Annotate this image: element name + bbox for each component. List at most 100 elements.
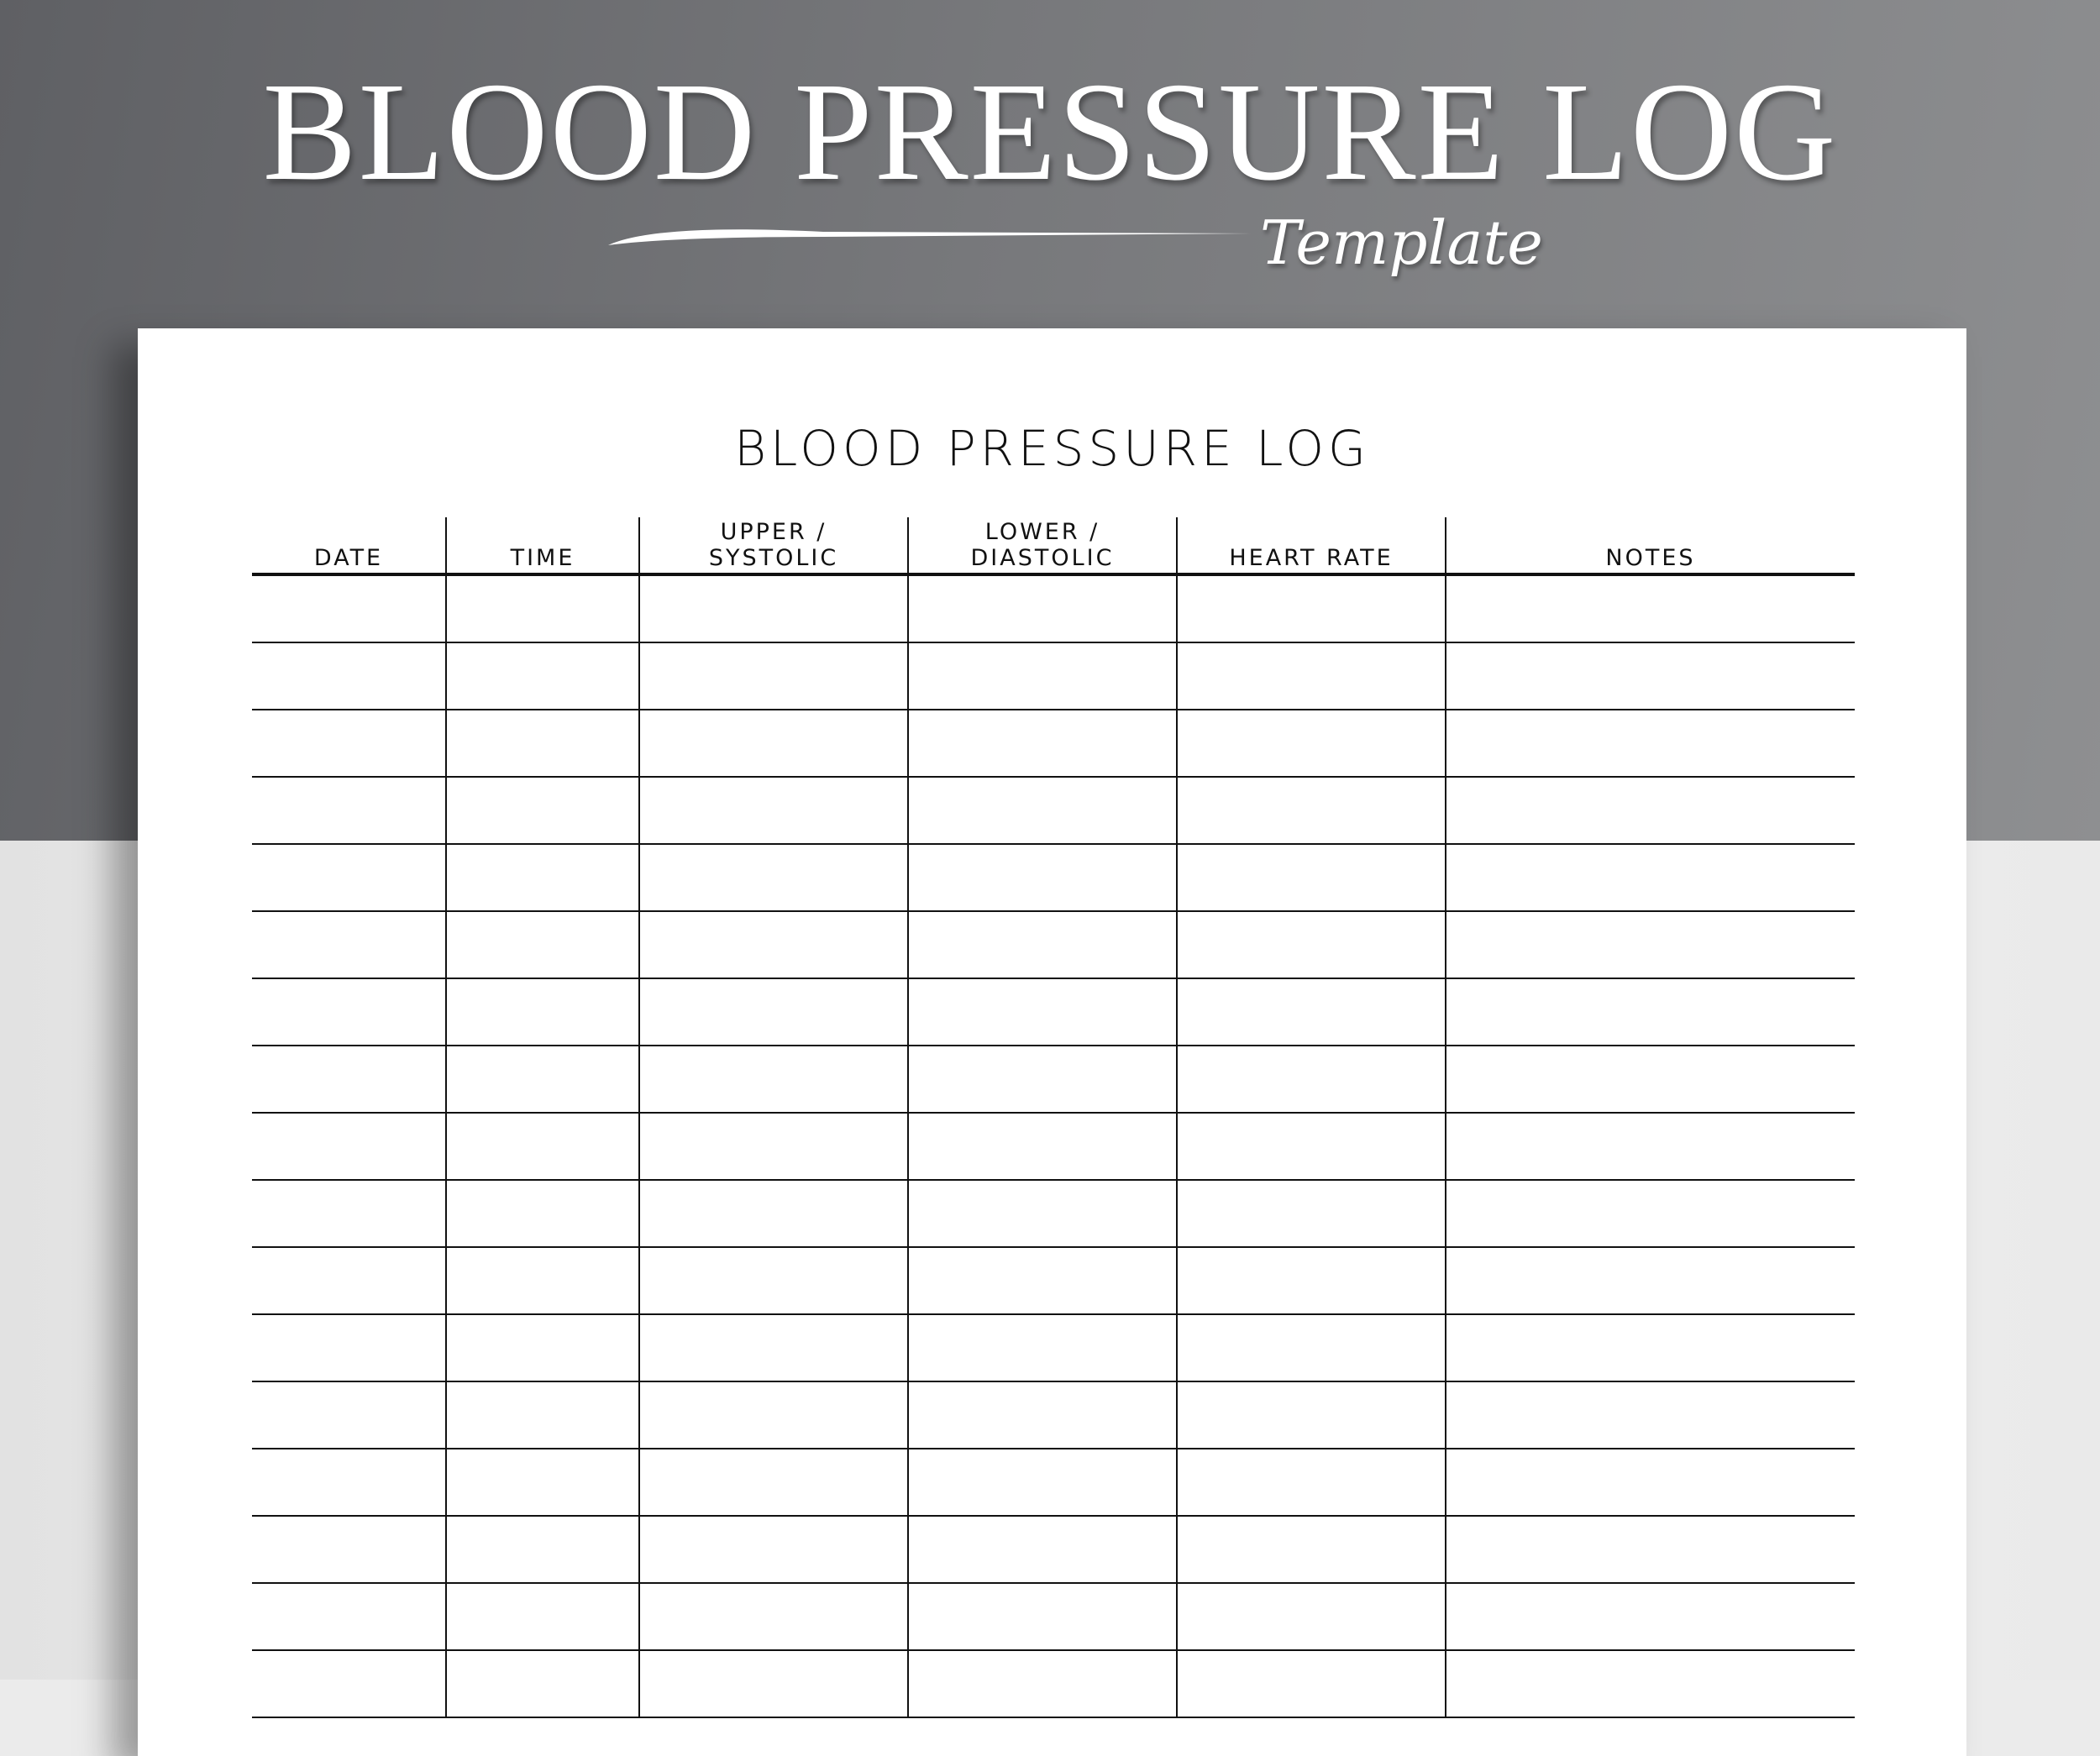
cell-lower-diastolic[interactable] <box>907 710 1177 778</box>
cell-time[interactable] <box>445 1583 639 1651</box>
cell-upper-systolic[interactable] <box>638 777 908 845</box>
cell-time[interactable] <box>445 777 639 845</box>
cell-upper-systolic[interactable] <box>638 1381 908 1449</box>
cell-lower-diastolic[interactable] <box>907 1180 1177 1248</box>
cell-time[interactable] <box>445 978 639 1046</box>
cell-lower-diastolic[interactable] <box>907 1113 1177 1181</box>
cell-time[interactable] <box>445 1046 639 1114</box>
cell-date[interactable] <box>252 911 446 979</box>
cell-notes[interactable] <box>1445 1516 1855 1584</box>
cell-heart-rate[interactable] <box>1176 1381 1446 1449</box>
cell-date[interactable] <box>252 1180 446 1248</box>
cell-date[interactable] <box>252 978 446 1046</box>
cell-time[interactable] <box>445 574 639 643</box>
cell-upper-systolic[interactable] <box>638 844 908 912</box>
cell-lower-diastolic[interactable] <box>907 844 1177 912</box>
cell-notes[interactable] <box>1445 1381 1855 1449</box>
cell-date[interactable] <box>252 1046 446 1114</box>
cell-heart-rate[interactable] <box>1176 1180 1446 1248</box>
cell-date[interactable] <box>252 1247 446 1315</box>
cell-date[interactable] <box>252 1583 446 1651</box>
cell-upper-systolic[interactable] <box>638 1516 908 1584</box>
cell-heart-rate[interactable] <box>1176 911 1446 979</box>
cell-lower-diastolic[interactable] <box>907 911 1177 979</box>
cell-notes[interactable] <box>1445 1449 1855 1517</box>
cell-heart-rate[interactable] <box>1176 844 1446 912</box>
cell-lower-diastolic[interactable] <box>907 574 1177 643</box>
cell-lower-diastolic[interactable] <box>907 1516 1177 1584</box>
cell-time[interactable] <box>445 1650 639 1718</box>
cell-date[interactable] <box>252 1113 446 1181</box>
cell-upper-systolic[interactable] <box>638 1180 908 1248</box>
cell-date[interactable] <box>252 844 446 912</box>
cell-lower-diastolic[interactable] <box>907 642 1177 710</box>
cell-notes[interactable] <box>1445 642 1855 710</box>
cell-time[interactable] <box>445 1449 639 1517</box>
cell-lower-diastolic[interactable] <box>907 1046 1177 1114</box>
cell-lower-diastolic[interactable] <box>907 1314 1177 1382</box>
cell-time[interactable] <box>445 1180 639 1248</box>
cell-upper-systolic[interactable] <box>638 1247 908 1315</box>
cell-heart-rate[interactable] <box>1176 1247 1446 1315</box>
cell-date[interactable] <box>252 1516 446 1584</box>
cell-date[interactable] <box>252 1650 446 1718</box>
cell-heart-rate[interactable] <box>1176 710 1446 778</box>
cell-upper-systolic[interactable] <box>638 1583 908 1651</box>
cell-lower-diastolic[interactable] <box>907 1381 1177 1449</box>
cell-upper-systolic[interactable] <box>638 1449 908 1517</box>
cell-time[interactable] <box>445 844 639 912</box>
cell-date[interactable] <box>252 710 446 778</box>
cell-time[interactable] <box>445 1516 639 1584</box>
cell-time[interactable] <box>445 1247 639 1315</box>
cell-lower-diastolic[interactable] <box>907 777 1177 845</box>
cell-notes[interactable] <box>1445 710 1855 778</box>
cell-notes[interactable] <box>1445 911 1855 979</box>
cell-notes[interactable] <box>1445 844 1855 912</box>
cell-upper-systolic[interactable] <box>638 642 908 710</box>
cell-notes[interactable] <box>1445 1650 1855 1718</box>
cell-date[interactable] <box>252 642 446 710</box>
cell-heart-rate[interactable] <box>1176 1650 1446 1718</box>
cell-upper-systolic[interactable] <box>638 1314 908 1382</box>
cell-notes[interactable] <box>1445 1583 1855 1651</box>
cell-time[interactable] <box>445 1381 639 1449</box>
cell-lower-diastolic[interactable] <box>907 978 1177 1046</box>
cell-notes[interactable] <box>1445 1113 1855 1181</box>
cell-upper-systolic[interactable] <box>638 1046 908 1114</box>
cell-heart-rate[interactable] <box>1176 777 1446 845</box>
cell-notes[interactable] <box>1445 978 1855 1046</box>
cell-time[interactable] <box>445 642 639 710</box>
cell-heart-rate[interactable] <box>1176 574 1446 643</box>
cell-notes[interactable] <box>1445 574 1855 643</box>
cell-lower-diastolic[interactable] <box>907 1449 1177 1517</box>
cell-heart-rate[interactable] <box>1176 1046 1446 1114</box>
cell-notes[interactable] <box>1445 1046 1855 1114</box>
cell-date[interactable] <box>252 1314 446 1382</box>
cell-upper-systolic[interactable] <box>638 1650 908 1718</box>
cell-heart-rate[interactable] <box>1176 1113 1446 1181</box>
cell-heart-rate[interactable] <box>1176 1583 1446 1651</box>
cell-upper-systolic[interactable] <box>638 978 908 1046</box>
cell-upper-systolic[interactable] <box>638 911 908 979</box>
cell-lower-diastolic[interactable] <box>907 1247 1177 1315</box>
cell-heart-rate[interactable] <box>1176 978 1446 1046</box>
cell-notes[interactable] <box>1445 777 1855 845</box>
cell-notes[interactable] <box>1445 1247 1855 1315</box>
cell-date[interactable] <box>252 777 446 845</box>
cell-date[interactable] <box>252 1381 446 1449</box>
cell-heart-rate[interactable] <box>1176 1516 1446 1584</box>
cell-date[interactable] <box>252 1449 446 1517</box>
cell-heart-rate[interactable] <box>1176 1449 1446 1517</box>
cell-lower-diastolic[interactable] <box>907 1583 1177 1651</box>
cell-time[interactable] <box>445 1113 639 1181</box>
cell-time[interactable] <box>445 911 639 979</box>
cell-heart-rate[interactable] <box>1176 1314 1446 1382</box>
cell-upper-systolic[interactable] <box>638 1113 908 1181</box>
cell-time[interactable] <box>445 710 639 778</box>
cell-upper-systolic[interactable] <box>638 574 908 643</box>
cell-notes[interactable] <box>1445 1314 1855 1382</box>
cell-upper-systolic[interactable] <box>638 710 908 778</box>
cell-lower-diastolic[interactable] <box>907 1650 1177 1718</box>
cell-notes[interactable] <box>1445 1180 1855 1248</box>
cell-heart-rate[interactable] <box>1176 642 1446 710</box>
